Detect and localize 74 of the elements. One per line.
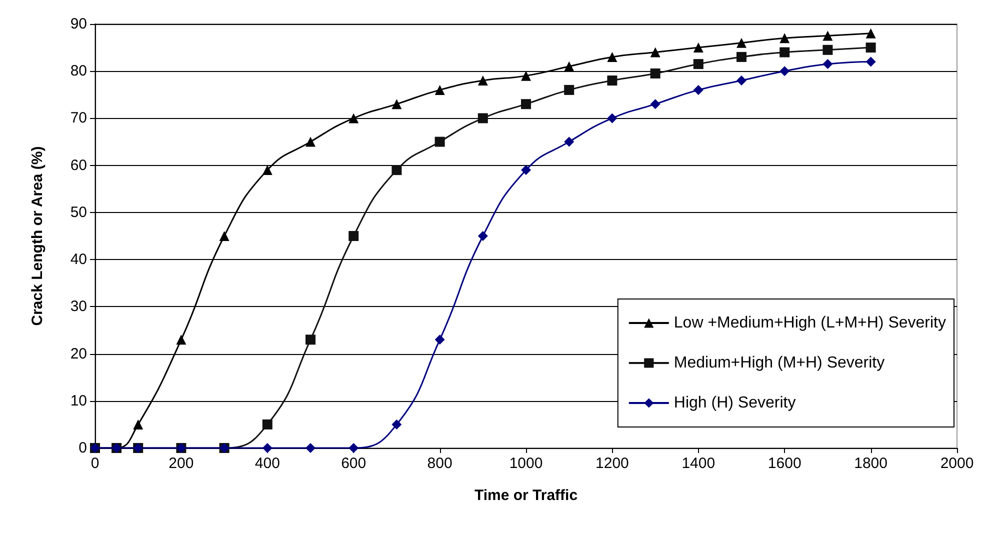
point: [392, 165, 402, 176]
x-tick-label: 1200: [596, 455, 629, 472]
point: [650, 47, 660, 58]
point: [306, 443, 316, 453]
point: [392, 99, 402, 110]
point: [219, 231, 230, 241]
point: [306, 334, 316, 345]
point: [306, 136, 316, 147]
point: [521, 70, 531, 81]
point: [564, 84, 574, 95]
point: [607, 113, 618, 124]
y-tick-label: 60: [70, 156, 87, 174]
point: [392, 419, 402, 430]
y-axis-title: Crack Length or Area (%): [29, 146, 46, 326]
point: [866, 42, 876, 53]
point: [176, 334, 186, 345]
point: [693, 42, 704, 53]
point: [822, 44, 833, 55]
y-tick-label: 80: [70, 62, 87, 80]
point: [262, 419, 272, 430]
x-tick-label: 2000: [940, 455, 974, 472]
x-tick-label: 600: [341, 455, 366, 472]
point: [133, 419, 144, 430]
point: [650, 68, 660, 78]
point: [736, 38, 746, 48]
point: [478, 113, 488, 124]
point: [564, 136, 574, 147]
point: [607, 52, 618, 62]
x-tick-label: 800: [427, 455, 452, 472]
point: [564, 61, 574, 72]
point: [780, 33, 790, 44]
point: [736, 52, 746, 62]
x-tick-label: 0: [90, 455, 100, 472]
x-tick-label: 1600: [768, 455, 802, 472]
point: [478, 231, 488, 241]
point: [780, 47, 790, 58]
point: [693, 59, 704, 70]
y-tick-label: 20: [70, 345, 87, 362]
y-tick-label: 30: [70, 298, 87, 316]
x-axis-title: Time or Traffic: [474, 487, 578, 504]
point: [434, 84, 445, 95]
point: [348, 113, 359, 124]
point: [736, 76, 746, 86]
point: [262, 443, 272, 453]
x-tick-label: 1400: [682, 455, 716, 472]
point: [693, 84, 704, 95]
y-tick-label: 10: [70, 392, 87, 410]
legend-label: Medium+High (M+H) Severity: [674, 354, 885, 372]
x-tick-label: 400: [254, 455, 280, 472]
point: [822, 30, 833, 41]
point: [866, 56, 876, 67]
point: [434, 136, 445, 147]
point: [434, 334, 445, 345]
legend-label: High (H) Severity: [674, 394, 796, 412]
point: [521, 99, 531, 110]
y-tick-label: 0: [78, 440, 87, 456]
point: [348, 231, 359, 241]
point: [521, 165, 531, 176]
y-tick-label: 90: [70, 16, 87, 32]
legend-label: Low +Medium+High (L+M+H) Severity: [674, 314, 946, 332]
x-tick-label: 200: [168, 455, 194, 472]
point: [866, 28, 876, 38]
point: [650, 99, 660, 110]
point: [348, 443, 359, 453]
x-tick-label: 1000: [509, 455, 543, 472]
point: [262, 165, 272, 176]
y-tick-label: 40: [70, 251, 87, 268]
x-tick-label: 1800: [854, 455, 888, 472]
point: [478, 76, 488, 86]
point: [607, 76, 618, 86]
y-tick-label: 70: [70, 110, 87, 127]
y-tick-label: 50: [70, 204, 87, 221]
point: [780, 66, 790, 76]
point: [822, 59, 833, 70]
